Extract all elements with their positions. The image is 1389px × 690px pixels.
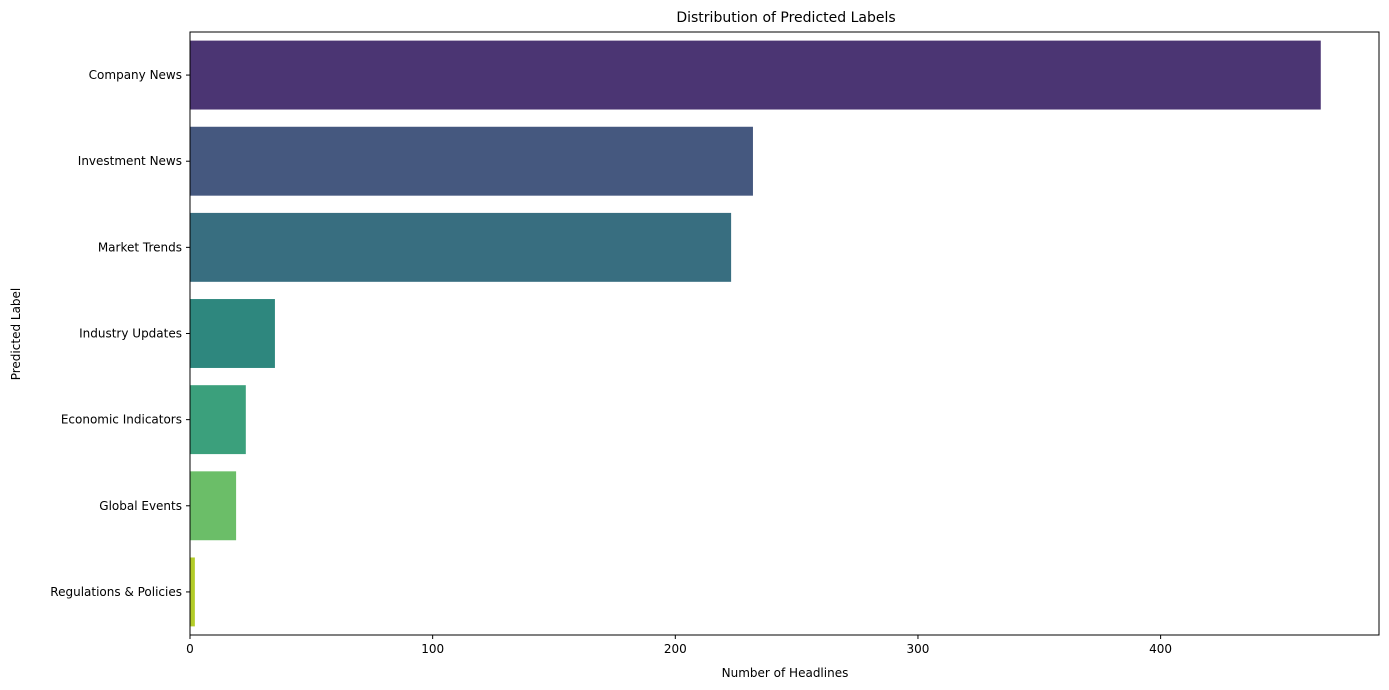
bar-4 bbox=[190, 385, 246, 455]
y-tick-label-4: Economic Indicators bbox=[61, 413, 182, 427]
bar-1 bbox=[190, 126, 753, 196]
y-tick-label-2: Market Trends bbox=[98, 240, 182, 254]
x-tick-label-4: 400 bbox=[1149, 642, 1172, 656]
x-tick-label-1: 100 bbox=[421, 642, 444, 656]
bars-group bbox=[190, 40, 1321, 627]
y-tick-label-1: Investment News bbox=[78, 154, 182, 168]
y-tick-label-0: Company News bbox=[89, 68, 182, 82]
y-tick-label-5: Global Events bbox=[99, 499, 182, 513]
y-axis-label: Predicted Label bbox=[9, 288, 23, 381]
x-tick-label-0: 0 bbox=[186, 642, 194, 656]
bar-6 bbox=[190, 557, 195, 627]
bar-5 bbox=[190, 471, 237, 541]
y-tick-label-3: Industry Updates bbox=[79, 327, 182, 341]
bar-2 bbox=[190, 212, 732, 282]
x-axis-ticks: 0 100 200 300 400 bbox=[186, 635, 1172, 656]
x-axis-label: Number of Headlines bbox=[722, 666, 849, 680]
y-axis-ticks: Company News Investment News Market Trends… bbox=[50, 68, 190, 599]
x-tick-label-2: 200 bbox=[664, 642, 687, 656]
x-tick-label-3: 300 bbox=[907, 642, 930, 656]
plot-frame bbox=[189, 31, 1380, 636]
chart-title: Distribution of Predicted Labels bbox=[676, 10, 895, 26]
bar-3 bbox=[190, 299, 275, 368]
y-tick-label-6: Regulations & Policies bbox=[50, 585, 182, 599]
bar-0 bbox=[190, 40, 1321, 110]
